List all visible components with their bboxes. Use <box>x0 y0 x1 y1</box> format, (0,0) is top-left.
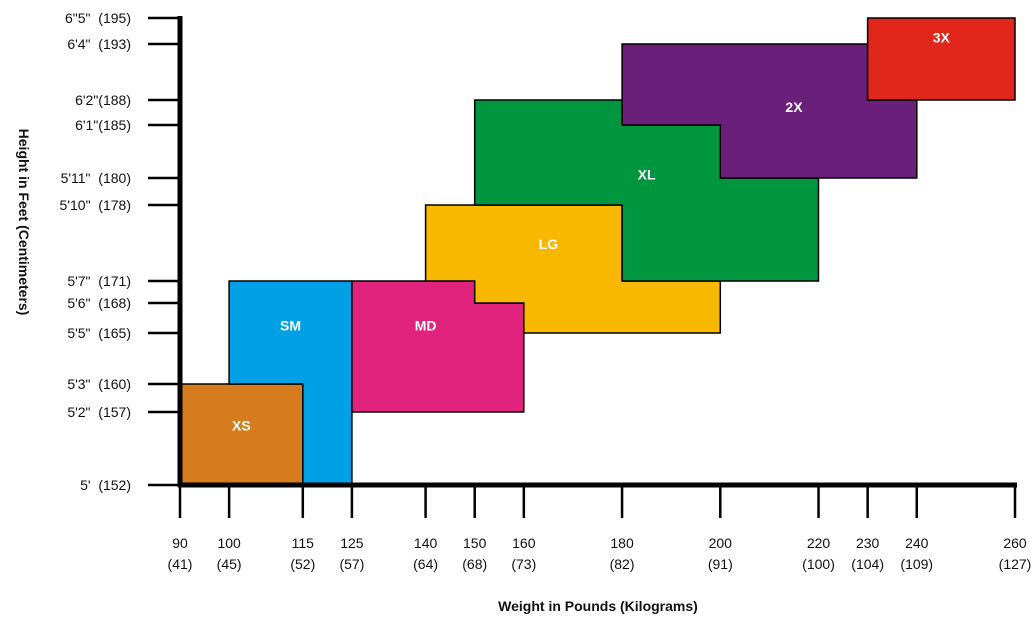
x-tick-label-kg: (52) <box>290 556 315 572</box>
x-tick-label-lb: 180 <box>610 535 634 551</box>
x-axis-ticks: 90 (41) 100 (45) 115 (52) 125 (57) 140 (64) 150 (68… <box>168 485 1032 572</box>
x-tick-label-kg: (82) <box>610 556 635 572</box>
x-tick-label-lb: 100 <box>217 535 241 551</box>
x-tick-label-lb: 140 <box>414 535 438 551</box>
y-axis-title: Height in Feet (Centimeters) <box>16 129 32 316</box>
y-tick-label: 5' (152) <box>80 477 131 493</box>
x-tick-label-lb: 115 <box>292 535 315 551</box>
x-tick-label-kg: (91) <box>708 556 733 572</box>
region-xs <box>179 383 304 486</box>
x-tick-label-kg: (64) <box>413 556 438 572</box>
region-label-xl: XL <box>638 167 656 183</box>
x-tick-label-kg: (57) <box>339 556 364 572</box>
x-axis-title: Weight in Pounds (Kilograms) <box>498 598 698 614</box>
x-tick-label-lb: 200 <box>709 535 733 551</box>
y-tick-label: 6'4" (193) <box>67 36 131 52</box>
y-tick-label: 6'2"(188) <box>75 92 131 108</box>
x-tick-label-lb: 240 <box>905 535 929 551</box>
y-tick-label: 5'11" (180) <box>61 170 131 186</box>
x-tick-label-lb: 160 <box>512 535 536 551</box>
region-label-sm: SM <box>280 318 301 334</box>
x-tick-label-kg: (109) <box>900 556 933 572</box>
x-tick-label-kg: (127) <box>999 556 1032 572</box>
size-regions <box>179 17 1016 486</box>
x-tick-label-kg: (104) <box>851 556 884 572</box>
y-tick-label: 5'5" (165) <box>67 325 131 341</box>
region-label-lg: LG <box>539 236 559 252</box>
y-tick-label: 5'10" (178) <box>60 197 131 213</box>
x-tick-label-kg: (73) <box>511 556 536 572</box>
y-tick-label: 6"5" (195) <box>65 10 131 26</box>
x-tick-label-kg: (68) <box>462 556 487 572</box>
axes <box>177 16 1017 488</box>
y-tick-label: 5'3" (160) <box>67 376 131 392</box>
y-axis-ticks: 6"5" (195) 6'4" (193) 6'2"(188) 6'1"(185) 5'… <box>60 10 180 493</box>
x-tick-label-kg: (41) <box>168 556 193 572</box>
y-tick-label: 5'7" (171) <box>67 273 131 289</box>
x-tick-label-kg: (45) <box>217 556 242 572</box>
x-tick-label-lb: 90 <box>172 535 188 551</box>
region-3x <box>866 17 1016 101</box>
x-tick-label-lb: 150 <box>463 535 487 551</box>
y-tick-label: 5'2" (157) <box>67 404 131 420</box>
y-tick-label: 5'6" (168) <box>67 295 131 311</box>
region-label-2x: 2X <box>785 99 803 115</box>
region-label-xs: XS <box>232 417 251 433</box>
y-tick-label: 6'1"(185) <box>75 117 131 133</box>
x-tick-label-lb: 230 <box>856 535 880 551</box>
x-tick-label-lb: 125 <box>340 535 364 551</box>
region-label-3x: 3X <box>933 30 951 46</box>
x-tick-label-lb: 220 <box>807 535 831 551</box>
region-label-md: MD <box>415 318 437 334</box>
x-tick-label-lb: 260 <box>1003 535 1027 551</box>
x-tick-label-kg: (100) <box>802 556 835 572</box>
size-region-labels: XS SM MD LG XL 2X 3X <box>232 30 950 434</box>
